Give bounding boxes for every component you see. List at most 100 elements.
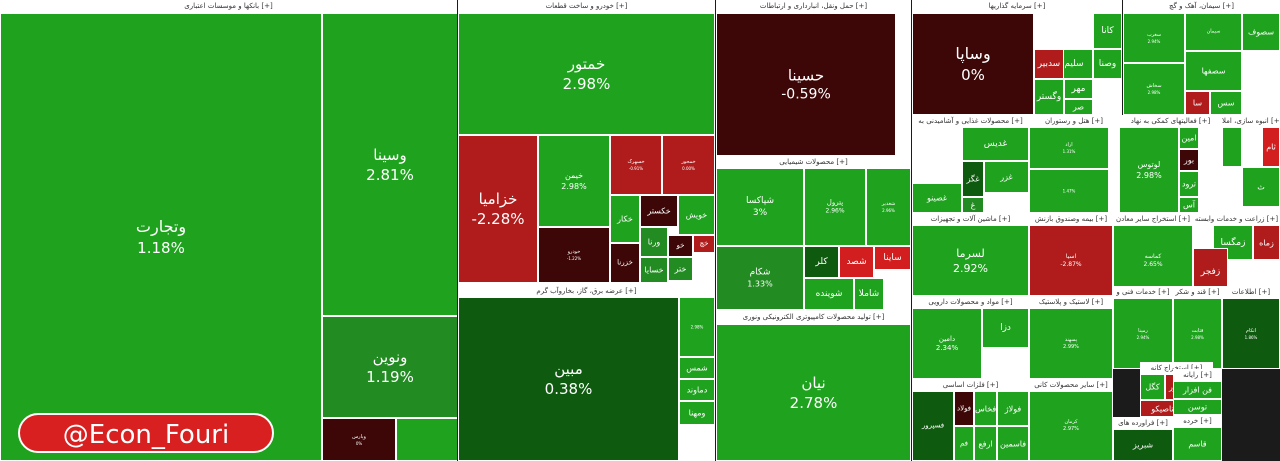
stock-tile[interactable]: فخاس <box>974 391 997 426</box>
stock-tile[interactable]: کرمان 2.97% <box>1029 391 1113 461</box>
stock-tile[interactable]: کلر <box>804 246 839 278</box>
stock-tile[interactable]: پترول 2.96% <box>804 168 866 246</box>
stock-tile[interactable]: صر <box>1064 99 1093 115</box>
stock-tile[interactable]: خکار <box>610 195 640 243</box>
stock-tile[interactable]: دماوند <box>679 379 715 401</box>
stock-tile[interactable]: ارفع <box>974 426 997 461</box>
stock-tile[interactable] <box>396 418 457 461</box>
sector-header[interactable]: بیمه وصندوق بازنش [+] <box>1029 213 1113 225</box>
stock-tile[interactable]: وسینا 2.81% <box>322 13 457 316</box>
stock-tile[interactable]: 2.98% <box>679 297 715 357</box>
stock-tile[interactable]: وساپا 0% <box>912 13 1034 115</box>
stock-tile[interactable]: بور <box>1179 149 1199 171</box>
stock-tile[interactable]: فن افزار <box>1173 381 1222 399</box>
sector-header[interactable]: رایانه [+] <box>1173 369 1222 381</box>
stock-tile[interactable]: سا <box>1185 91 1210 115</box>
stock-tile[interactable]: وگستر <box>1034 79 1064 115</box>
stock-tile[interactable]: شغدیر 2.96% <box>866 168 911 246</box>
stock-tile[interactable]: ختر <box>668 257 693 281</box>
stock-tile[interactable]: آسیا -2.87% <box>1029 225 1113 296</box>
stock-tile[interactable]: لوتوس 2.98% <box>1119 127 1179 213</box>
stock-tile[interactable]: فسپرور <box>912 391 954 461</box>
stock-tile[interactable]: خیمن 2.98% <box>538 135 610 227</box>
stock-tile[interactable]: شمس <box>679 357 715 379</box>
sector-header[interactable]: حمل ونقل، انبارداری و ارتباطات [+] <box>716 0 911 12</box>
stock-tile[interactable]: وتجارت 1.18% <box>0 13 322 461</box>
stock-tile[interactable]: مبین 0.38% <box>458 297 679 461</box>
sector-header[interactable]: اطلاعات [+] <box>1222 286 1280 298</box>
stock-tile[interactable]: خو <box>668 235 693 257</box>
stock-tile[interactable]: شپاکسا 3% <box>716 168 804 246</box>
sector-header[interactable]: انبوه سازی، املا [+] <box>1222 115 1280 127</box>
stock-tile[interactable]: خسایا <box>640 257 668 283</box>
sector-header[interactable]: سرمایه گذاریها [+] <box>912 0 1122 12</box>
stock-tile[interactable]: فاسمین <box>997 426 1029 461</box>
stock-tile[interactable]: سس <box>1210 91 1242 115</box>
stock-tile[interactable]: سدبیر <box>1034 49 1064 79</box>
sector-header[interactable]: محصولات شیمیایی [+] <box>716 156 911 168</box>
stock-tile[interactable]: حسینا -0.59% <box>716 13 896 156</box>
stock-tile[interactable]: وصنا <box>1093 49 1122 79</box>
stock-tile[interactable]: خکستر <box>640 195 678 227</box>
sector-header[interactable]: فراورده های [+] <box>1113 417 1173 429</box>
sector-header[interactable]: بانکها و موسسات اعتباری [+] <box>0 0 457 12</box>
stock-tile[interactable]: سیمان <box>1185 13 1242 51</box>
stock-tile[interactable]: ترود <box>1179 171 1199 197</box>
stock-tile[interactable]: کماسه 2.65% <box>1113 225 1193 296</box>
sector-header[interactable]: خدمات فنی و [+] <box>1113 286 1173 298</box>
stock-tile[interactable]: فولاژ <box>997 391 1029 426</box>
sector-header[interactable]: فعالیتهای کمکی به نهاد [+] <box>1119 115 1222 127</box>
sector-header[interactable]: قند و شکر [+] <box>1173 286 1222 298</box>
stock-tile[interactable]: غصینو <box>912 183 962 213</box>
stock-tile[interactable]: خمتور 2.98% <box>458 13 715 135</box>
stock-tile[interactable]: مهر <box>1064 79 1093 99</box>
stock-tile[interactable]: زماه <box>1253 225 1280 260</box>
sector-header[interactable]: فلزات اساسی [+] <box>912 379 1029 391</box>
stock-tile[interactable]: امین <box>1179 127 1199 149</box>
stock-tile[interactable]: شکام 1.33% <box>716 246 804 310</box>
sector-header[interactable]: خرده [+] <box>1173 415 1222 427</box>
stock-tile[interactable]: خچ <box>693 235 715 253</box>
stock-tile[interactable]: شوینده <box>804 278 854 310</box>
sector-header[interactable]: خودرو و ساخت قطعات [+] <box>458 0 715 12</box>
stock-tile[interactable]: شصد <box>839 246 874 278</box>
stock-tile[interactable]: پسهند 2.99% <box>1029 308 1113 379</box>
stock-tile[interactable]: 1.47% <box>1029 169 1109 213</box>
stock-tile[interactable]: شاملا <box>854 278 884 310</box>
sector-header[interactable]: محصولات غذایی و آشامیدنی به [+] <box>912 115 1029 127</box>
stock-tile[interactable]: خزامیا -2.28% <box>458 135 538 283</box>
stock-tile[interactable]: غ <box>962 197 984 213</box>
sector-header[interactable]: تولید محصولات کامپیوتری الکترونیکی ونوری… <box>716 311 911 323</box>
stock-tile[interactable]: ونوین 1.19% <box>322 316 457 418</box>
stock-tile[interactable]: اتکام 1.86% <box>1222 298 1280 369</box>
stock-tile[interactable]: ثام <box>1262 127 1280 167</box>
stock-tile[interactable]: توسن <box>1173 399 1222 415</box>
stock-tile[interactable]: خسهرک -0.91% <box>610 135 662 195</box>
stock-tile[interactable]: فم <box>954 426 974 461</box>
stock-tile[interactable]: رمپنا 2.94% <box>1113 298 1173 369</box>
sector-header[interactable]: سیمان، آهک و گچ [+] <box>1123 0 1280 12</box>
stock-tile[interactable]: ث <box>1242 167 1280 207</box>
stock-tile[interactable]: دزا <box>982 308 1029 348</box>
stock-tile[interactable]: قثابت 2.98% <box>1173 298 1222 369</box>
stock-tile[interactable]: سصفها <box>1185 51 1242 91</box>
sector-header[interactable]: عرضه برق، گاز، بخاروآب گرم [+] <box>458 285 715 297</box>
stock-tile[interactable]: نیان 2.78% <box>716 324 911 461</box>
stock-tile[interactable]: فولاد <box>954 391 974 426</box>
stock-tile[interactable]: خمحور 0.00% <box>662 135 715 195</box>
sector-header[interactable]: سایر محصولات کانی [+] <box>1029 379 1113 391</box>
stock-tile[interactable]: غزر <box>984 161 1029 193</box>
stock-tile[interactable]: خویش <box>678 195 715 235</box>
stock-tile[interactable]: لسرما 2.92% <box>912 225 1029 296</box>
stock-tile[interactable]: غگز <box>962 161 984 197</box>
sector-header[interactable]: لاستیک و پلاستیک [+] <box>1029 296 1113 308</box>
stock-tile[interactable] <box>1222 127 1242 167</box>
stock-tile[interactable]: سغرب 2.94% <box>1123 13 1185 63</box>
stock-tile[interactable]: کانا <box>1093 13 1122 49</box>
stock-tile[interactable]: شبریز <box>1113 429 1173 461</box>
sector-header[interactable]: استخراج سایر معادن [+] <box>1113 213 1193 225</box>
stock-tile[interactable]: قاسم <box>1173 427 1222 461</box>
sector-header[interactable]: مواد و محصولات دارویی [+] <box>912 296 1029 308</box>
sector-header[interactable]: زراعت و خدمات وابسته [+] <box>1193 213 1280 225</box>
stock-tile[interactable]: غدیس <box>962 127 1029 161</box>
